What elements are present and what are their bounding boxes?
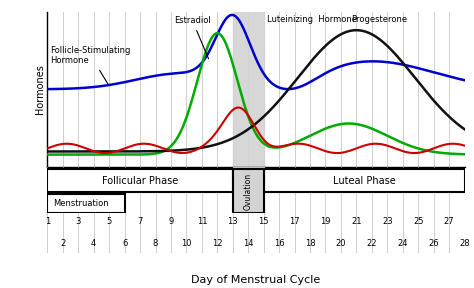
Text: 24: 24 <box>398 239 408 248</box>
Text: 20: 20 <box>336 239 346 248</box>
Text: Day of Menstrual Cycle: Day of Menstrual Cycle <box>191 275 320 285</box>
Text: Menstruation: Menstruation <box>54 199 109 208</box>
Bar <box>264 169 465 192</box>
Text: 7: 7 <box>137 217 143 226</box>
Text: 13: 13 <box>228 217 238 226</box>
Text: 14: 14 <box>243 239 254 248</box>
Text: 5: 5 <box>107 217 112 226</box>
Bar <box>47 169 233 192</box>
Text: 9: 9 <box>168 217 173 226</box>
Text: 2: 2 <box>60 239 65 248</box>
Text: 3: 3 <box>76 217 81 226</box>
Text: 16: 16 <box>274 239 284 248</box>
Text: 23: 23 <box>382 217 392 226</box>
Text: Follicular Phase: Follicular Phase <box>102 176 178 186</box>
Bar <box>233 12 264 167</box>
Text: Follicle-Stimulating
Hormone: Follicle-Stimulating Hormone <box>51 46 131 84</box>
Text: 27: 27 <box>444 217 455 226</box>
Text: 12: 12 <box>212 239 223 248</box>
Text: 17: 17 <box>289 217 300 226</box>
Text: 11: 11 <box>197 217 207 226</box>
Text: Ovulation: Ovulation <box>244 173 253 210</box>
Bar <box>47 194 125 213</box>
Text: Estradiol: Estradiol <box>174 16 211 59</box>
Text: 4: 4 <box>91 239 96 248</box>
Text: Luteal Phase: Luteal Phase <box>333 176 395 186</box>
Text: 18: 18 <box>305 239 315 248</box>
Text: 22: 22 <box>366 239 377 248</box>
Text: 10: 10 <box>181 239 191 248</box>
Bar <box>233 169 264 213</box>
Text: 25: 25 <box>413 217 423 226</box>
Text: 15: 15 <box>258 217 269 226</box>
Text: 26: 26 <box>428 239 439 248</box>
Text: Progesterone: Progesterone <box>352 15 408 24</box>
Text: 21: 21 <box>351 217 362 226</box>
Text: 19: 19 <box>320 217 331 226</box>
Text: 28: 28 <box>459 239 470 248</box>
Text: 8: 8 <box>153 239 158 248</box>
Y-axis label: Hormones: Hormones <box>35 64 45 114</box>
Text: Luteinizing  Hormone: Luteinizing Hormone <box>267 15 357 24</box>
Bar <box>233 167 264 213</box>
Text: 1: 1 <box>45 217 50 226</box>
Text: 6: 6 <box>122 239 128 248</box>
